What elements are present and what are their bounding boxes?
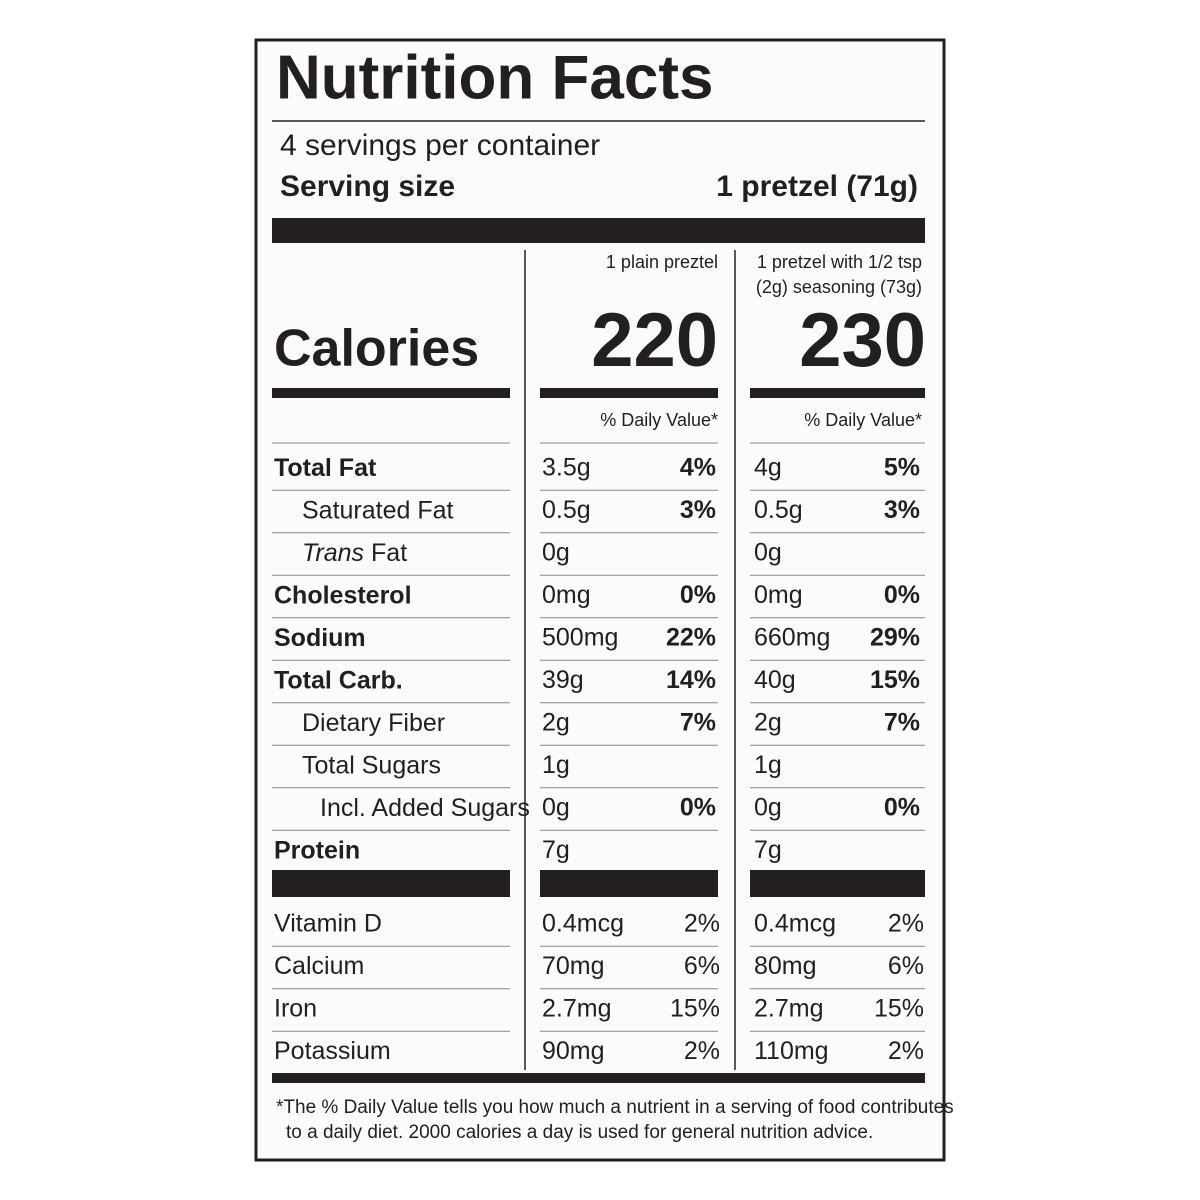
amount: 110mg xyxy=(754,1037,829,1065)
nutrient-label-text: Total Fat xyxy=(274,454,377,482)
amount: 0.4mcg xyxy=(542,910,624,938)
nutrient-label: Incl. Added Sugars xyxy=(320,794,530,822)
calories-bar xyxy=(750,388,925,398)
daily-value: 6% xyxy=(684,952,720,980)
thick-bar xyxy=(750,870,925,897)
dv-header: % Daily Value* xyxy=(804,410,922,430)
column-header: 1 pretzel with 1/2 tsp xyxy=(757,252,922,272)
daily-value: 7% xyxy=(884,709,920,737)
amount: 0g xyxy=(754,539,782,567)
amount: 0.5g xyxy=(754,496,803,524)
nutrient-label-text: Cholesterol xyxy=(274,581,412,609)
daily-value: 15% xyxy=(874,995,924,1023)
calories-value: 220 xyxy=(591,298,718,383)
nutrient-label: Protein xyxy=(274,836,360,864)
daily-value: 0% xyxy=(884,581,920,609)
amount: 2g xyxy=(754,709,782,737)
daily-value: 3% xyxy=(884,496,920,524)
nutrient-label: Total Carb. xyxy=(274,666,403,694)
daily-value: 2% xyxy=(684,1037,720,1065)
title: Nutrition Facts xyxy=(276,43,713,112)
amount: 39g xyxy=(542,666,584,694)
amount: 90mg xyxy=(542,1037,605,1065)
dv-header: % Daily Value* xyxy=(600,410,718,430)
nutrient-label: Total Sugars xyxy=(302,751,441,779)
daily-value: 2% xyxy=(684,910,720,938)
thick-bar xyxy=(272,870,510,897)
calories-bar xyxy=(272,388,510,398)
daily-value: 6% xyxy=(888,952,924,980)
amount: 1g xyxy=(542,751,570,779)
amount: 0mg xyxy=(754,581,803,609)
nutrient-label-text: Sodium xyxy=(274,624,366,652)
nutrient-label-italic: Trans xyxy=(302,539,364,567)
nutrient-label: Dietary Fiber xyxy=(302,709,445,737)
calories-value: 230 xyxy=(799,298,926,383)
daily-value: 0% xyxy=(884,794,920,822)
nutrient-label: Sodium xyxy=(274,624,366,652)
nutrient-label-text: Incl. Added Sugars xyxy=(320,794,530,822)
serving-size-value: 1 pretzel (71g) xyxy=(716,170,918,203)
daily-value: 5% xyxy=(884,454,920,482)
vitamin-label: Iron xyxy=(274,995,317,1023)
amount: 660mg xyxy=(754,624,830,652)
amount: 7g xyxy=(542,836,570,864)
amount: 80mg xyxy=(754,952,817,980)
vitamin-label: Calcium xyxy=(274,952,364,980)
column-header: 1 plain preztel xyxy=(606,252,718,272)
daily-value: 29% xyxy=(870,624,920,652)
amount: 0g xyxy=(542,539,570,567)
daily-value: 0% xyxy=(680,794,716,822)
nutrient-label: Total Fat xyxy=(274,454,377,482)
daily-value: 14% xyxy=(666,666,716,694)
amount: 4g xyxy=(754,454,782,482)
nutrient-label-text: Total Carb. xyxy=(274,666,403,694)
amount: 3.5g xyxy=(542,454,591,482)
daily-value: 22% xyxy=(666,624,716,652)
daily-value: 2% xyxy=(888,910,924,938)
nutrient-label-text: Saturated Fat xyxy=(302,496,454,524)
thick-bar xyxy=(540,870,718,897)
amount: 0g xyxy=(754,794,782,822)
nutrient-label-text: Dietary Fiber xyxy=(302,709,445,737)
column-header: (2g) seasoning (73g) xyxy=(756,277,922,297)
amount: 0.4mcg xyxy=(754,910,836,938)
vitamin-label: Potassium xyxy=(274,1037,391,1065)
daily-value: 7% xyxy=(680,709,716,737)
amount: 1g xyxy=(754,751,782,779)
nutrient-label: Saturated Fat xyxy=(302,496,454,524)
amount: 500mg xyxy=(542,624,618,652)
thick-bar xyxy=(272,1073,925,1083)
footnote-line: to a daily diet. 2000 calories a day is … xyxy=(286,1122,873,1143)
calories-bar xyxy=(540,388,718,398)
servings: 4 servings per container xyxy=(280,129,600,162)
daily-value: 0% xyxy=(680,581,716,609)
amount: 0.5g xyxy=(542,496,591,524)
calories-label: Calories xyxy=(274,320,479,378)
amount: 40g xyxy=(754,666,796,694)
footnote-line: *The % Daily Value tells you how much a … xyxy=(276,1097,954,1118)
nutrient-label-text: Fat xyxy=(371,539,407,567)
daily-value: 2% xyxy=(888,1037,924,1065)
amount: 70mg xyxy=(542,952,605,980)
amount: 0g xyxy=(542,794,570,822)
daily-value: 15% xyxy=(870,666,920,694)
serving-size-label: Serving size xyxy=(280,170,455,203)
amount: 7g xyxy=(754,836,782,864)
thick-bar xyxy=(272,218,925,243)
nutrient-label: Cholesterol xyxy=(274,581,412,609)
amount: 2.7mg xyxy=(542,995,611,1023)
amount: 0mg xyxy=(542,581,591,609)
vitamin-label: Vitamin D xyxy=(274,910,382,938)
amount: 2g xyxy=(542,709,570,737)
daily-value: 4% xyxy=(680,454,716,482)
daily-value: 15% xyxy=(670,995,720,1023)
amount: 2.7mg xyxy=(754,995,823,1023)
nutrient-label: Trans Fat xyxy=(302,539,407,567)
nutrient-label-text: Total Sugars xyxy=(302,751,441,779)
nutrient-label-text: Protein xyxy=(274,836,360,864)
daily-value: 3% xyxy=(680,496,716,524)
